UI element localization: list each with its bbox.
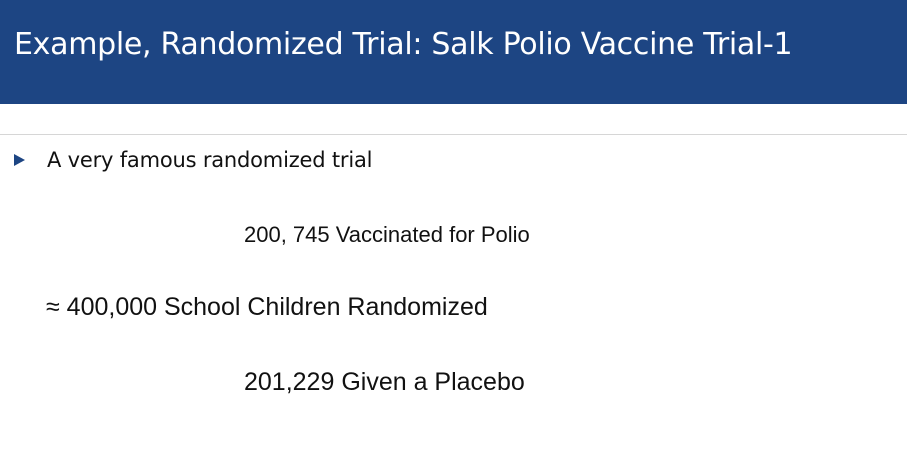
bullet-item: A very famous randomized trial xyxy=(14,146,372,174)
placebo-line: 201,229 Given a Placebo xyxy=(244,368,525,396)
vaccinated-line: 200, 745 Vaccinated for Polio xyxy=(244,222,530,247)
slide-title: Example, Randomized Trial: Salk Polio Va… xyxy=(14,27,793,62)
bullet-text: A very famous randomized trial xyxy=(47,148,373,172)
title-bar: Example, Randomized Trial: Salk Polio Va… xyxy=(0,0,907,104)
triangle-right-icon xyxy=(14,154,25,166)
randomized-line: ≈ 400,000 School Children Randomized xyxy=(46,293,488,321)
divider xyxy=(0,134,907,135)
